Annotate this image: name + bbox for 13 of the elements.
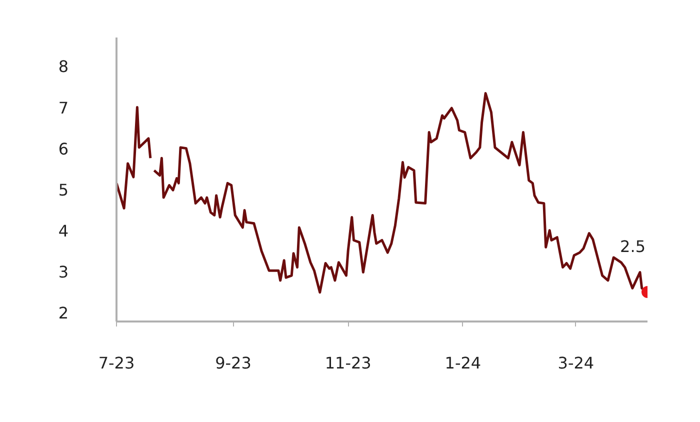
y-tick-label: 7: [58, 98, 69, 118]
x-tick-label: 3-24: [558, 354, 594, 372]
x-tick-label: 7-23: [98, 354, 135, 372]
annotation: 2.5: [620, 236, 646, 256]
y-tick-label: 4: [58, 221, 69, 240]
x-tick-label: 1-24: [444, 354, 482, 372]
y-tick-label: 2: [58, 303, 69, 322]
y-tick-label: 3: [58, 262, 69, 282]
x-tick-label: 9-23: [215, 354, 252, 372]
y-tick-label: 6: [58, 139, 69, 158]
x-tick-label: 11-23: [324, 354, 372, 372]
y-tick-label: 8: [58, 57, 69, 76]
y-tick-label: 5: [58, 180, 69, 200]
